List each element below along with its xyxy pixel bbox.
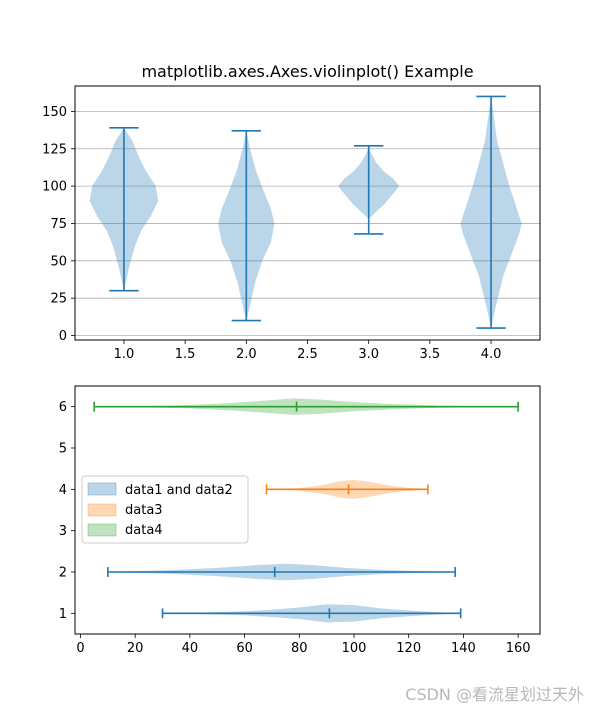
top-y-gridlines xyxy=(75,111,540,336)
top-y-tick-label: 100 xyxy=(42,180,67,195)
top-x-tick-label: 2.5 xyxy=(297,347,318,362)
bottom-y-tick-label: 5 xyxy=(59,442,67,457)
legend-label-data1-and-data2: data1 and data2 xyxy=(125,483,233,498)
top-y-tick-label: 0 xyxy=(59,329,67,344)
top-axis-ticks: 1.0 1.5 2.0 2.5 3.0 3.5 4.0 0 25 50 75 100 125 150 xyxy=(42,105,501,362)
bottom-x-tick-label: 140 xyxy=(451,641,476,656)
bottom-y-tick-label: 3 xyxy=(59,524,67,539)
bottom-x-tick-label: 100 xyxy=(342,641,367,656)
top-y-tick-label: 25 xyxy=(50,292,67,307)
legend-label-data4: data4 xyxy=(125,523,163,538)
top-y-tick-label: 75 xyxy=(50,217,67,232)
top-y-tick-label: 150 xyxy=(42,105,67,120)
bottom-x-tick-label: 20 xyxy=(127,641,144,656)
bottom-x-tick-label: 80 xyxy=(291,641,308,656)
bottom-x-tick-label: 120 xyxy=(396,641,421,656)
bottom-y-tick-label: 2 xyxy=(59,566,67,581)
bottom-x-tick-label: 0 xyxy=(76,641,84,656)
top-y-tick-label: 50 xyxy=(50,254,67,269)
legend-swatch-data3 xyxy=(87,503,117,517)
top-subplot: matplotlib.axes.Axes.violinplot() Exampl… xyxy=(42,62,541,362)
top-axes-frame xyxy=(74,85,541,341)
bottom-x-tick-label: 40 xyxy=(182,641,199,656)
top-x-tick-label: 1.5 xyxy=(175,347,196,362)
bottom-violins xyxy=(93,398,519,623)
top-x-tick-label: 1.0 xyxy=(114,347,135,362)
chart-title: matplotlib.axes.Axes.violinplot() Exampl… xyxy=(141,62,473,81)
bottom-x-tick-label: 60 xyxy=(236,641,253,656)
legend: data1 and data2 data3 data4 xyxy=(81,475,249,544)
legend-swatch-data4 xyxy=(87,523,117,537)
top-x-tick-label: 3.0 xyxy=(358,347,379,362)
bottom-y-tick-label: 6 xyxy=(59,400,67,415)
legend-swatch-data1-and-data2 xyxy=(87,482,117,496)
top-x-tick-label: 2.0 xyxy=(236,347,257,362)
bottom-subplot: 0 20 40 60 80 100 120 140 160 1 2 3 4 5 6 data1 and da… xyxy=(59,385,541,656)
bottom-axes-frame xyxy=(74,385,541,635)
bottom-y-tick-label: 1 xyxy=(59,607,67,622)
legend-label-data3: data3 xyxy=(125,503,163,518)
watermark: CSDN @看流星划过天外 xyxy=(405,685,584,704)
top-y-tick-label: 125 xyxy=(42,142,67,157)
bottom-y-tick-label: 4 xyxy=(59,483,67,498)
bottom-x-tick-label: 160 xyxy=(506,641,531,656)
legend-frame xyxy=(81,475,249,544)
bottom-axis-ticks: 0 20 40 60 80 100 120 140 160 1 2 3 4 5 6 xyxy=(59,400,531,656)
top-x-tick-label: 3.5 xyxy=(420,347,441,362)
top-violins xyxy=(89,95,522,329)
top-x-tick-label: 4.0 xyxy=(481,347,502,362)
